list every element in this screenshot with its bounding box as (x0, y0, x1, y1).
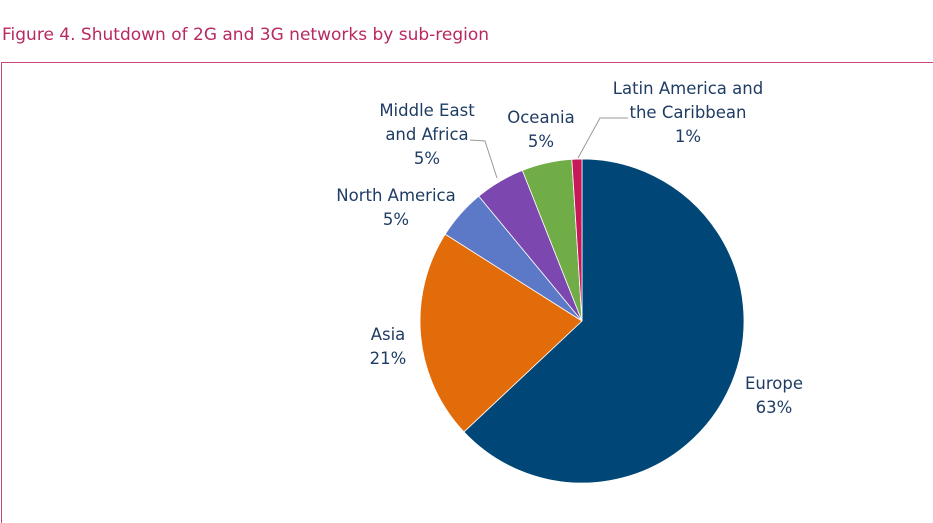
slice-label: Oceania 5% (491, 106, 591, 154)
slice-label: Asia 21% (338, 323, 438, 371)
category-label: Middle East and Africa (379, 101, 475, 144)
slice-label: Middle East and Africa 5% (372, 99, 482, 171)
value-label: 63% (755, 398, 793, 417)
category-label: Asia (370, 325, 406, 344)
value-label: 21% (369, 349, 407, 368)
leader-line (469, 139, 498, 179)
page: {"chart_data": {"type": "pie", "title": … (1, 25, 933, 523)
pie-slice (571, 158, 583, 322)
frame (1, 62, 933, 523)
slice-label: Europe 63% (724, 372, 824, 420)
value-label: 5% (382, 210, 410, 229)
slice-label: Latin America and the Caribbean 1% (601, 77, 776, 149)
category-label: North America (336, 186, 456, 205)
chart (419, 117, 745, 484)
category-label: Europe (744, 374, 804, 393)
pie-slice (419, 233, 583, 433)
category-label: Oceania (507, 108, 575, 127)
chart-title: Figure 4. Shutdown of 2G and 3G networks… (2, 25, 490, 45)
value-label: 5% (413, 149, 441, 168)
value-label: 1% (674, 127, 702, 146)
slice-label: North America 5% (316, 184, 476, 232)
value-label: 5% (527, 132, 555, 151)
category-label: Latin America and the Caribbean (612, 79, 764, 122)
pie-slice (463, 158, 745, 484)
leader-line (577, 117, 628, 159)
